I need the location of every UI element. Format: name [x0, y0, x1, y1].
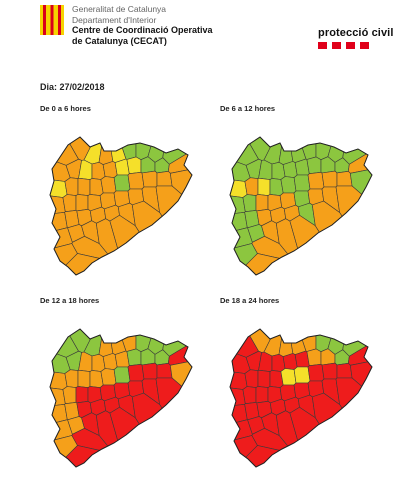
panel-title-0: De 0 a 6 hores [40, 104, 91, 113]
region-cell [280, 176, 297, 194]
region-cell [306, 156, 322, 175]
org-line-centre: Centre de Coordinació Operativa [72, 25, 213, 35]
org-line-cecat: de Catalunya (CECAT) [72, 36, 167, 46]
organization-block: Generalitat de Catalunya Departament d'I… [72, 4, 213, 47]
region-cell [77, 369, 91, 388]
region-cell [306, 348, 322, 367]
region-cell [307, 171, 325, 190]
org-line-departament: Departament d'Interior [72, 14, 157, 25]
region-cell [100, 176, 117, 194]
region-cell [242, 386, 257, 405]
region-cell [127, 171, 145, 190]
region-cell [127, 363, 145, 382]
region-cell [77, 177, 91, 196]
region-cell [255, 386, 269, 404]
region-cell [293, 366, 311, 384]
map-panel-1 [229, 136, 373, 276]
region-cell [49, 179, 68, 198]
region-cell [156, 170, 173, 187]
region-cell [141, 170, 158, 188]
org-line-generalitat: Generalitat de Catalunya [72, 4, 167, 14]
region-cell [62, 386, 77, 405]
region-cell [257, 369, 271, 388]
region-cell [75, 194, 89, 212]
region-cell [321, 362, 338, 380]
region-cell [64, 177, 79, 196]
region-cell [126, 348, 142, 367]
region-cell [100, 368, 117, 386]
region-cell [141, 362, 158, 380]
map-panel-3 [229, 328, 373, 468]
region-cell [255, 194, 269, 212]
region-cell [336, 170, 353, 187]
region-cell [113, 366, 131, 384]
generalitat-logo [40, 5, 64, 35]
region-cell [242, 194, 257, 213]
panel-title-1: De 6 a 12 hores [220, 104, 276, 113]
region-cell [64, 369, 79, 388]
panel-title-2: De 12 a 18 hores [40, 296, 100, 305]
region-cell [126, 156, 142, 175]
map-panel-2 [49, 328, 193, 468]
region-cell [293, 174, 311, 192]
region-cell [257, 177, 271, 196]
region-cell [156, 362, 173, 379]
catalonia-outline [49, 328, 193, 468]
region-cell [229, 371, 248, 390]
panel-title-3: De 18 a 24 hores [220, 296, 280, 305]
brand-text: protecció civil [318, 27, 394, 39]
catalonia-outline [49, 136, 193, 276]
region-cell [307, 363, 325, 382]
region-cell [75, 386, 89, 404]
region-cell [321, 170, 338, 188]
map-panel-0 [49, 136, 193, 276]
region-cell [244, 369, 259, 388]
catalonia-outline [229, 136, 373, 276]
region-cell [113, 174, 131, 192]
region-cell [336, 362, 353, 379]
region-cell [62, 194, 77, 213]
brand-squares [318, 42, 388, 49]
region-cell [49, 371, 68, 390]
region-cell [280, 368, 297, 386]
region-cell [244, 177, 259, 196]
catalonia-outline [229, 328, 373, 468]
header: Generalitat de Catalunya Departament d'I… [0, 0, 411, 60]
date-label: Dia: 27/02/2018 [40, 82, 105, 92]
proteccio-civil-logo: protecció civil [318, 27, 394, 49]
region-cell [229, 179, 248, 198]
